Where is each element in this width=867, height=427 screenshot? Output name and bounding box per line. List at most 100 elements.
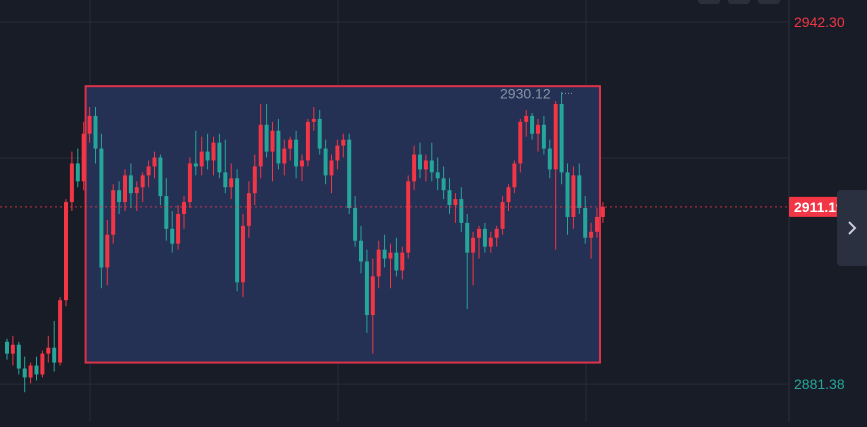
candle[interactable]: [28, 365, 33, 378]
candle[interactable]: [182, 202, 186, 214]
candle[interactable]: [323, 148, 328, 176]
candle[interactable]: [10, 344, 15, 354]
candle[interactable]: [93, 115, 98, 149]
candle[interactable]: [530, 115, 535, 134]
candle[interactable]: [300, 160, 304, 167]
candle[interactable]: [359, 240, 363, 262]
candle[interactable]: [595, 216, 599, 232]
candle[interactable]: [99, 148, 104, 268]
candle[interactable]: [376, 249, 381, 277]
candle[interactable]: [235, 178, 240, 283]
toolbar-button-2[interactable]: [728, 0, 750, 4]
candle[interactable]: [477, 228, 481, 238]
candle[interactable]: [311, 118, 316, 122]
candle[interactable]: [40, 353, 45, 375]
candle[interactable]: [16, 344, 21, 369]
candle[interactable]: [294, 139, 299, 167]
range-box[interactable]: [84, 85, 602, 364]
candle[interactable]: [229, 178, 234, 188]
toolbar-button-3[interactable]: [758, 0, 780, 4]
candle[interactable]: [158, 157, 163, 197]
candle[interactable]: [482, 228, 487, 247]
candle[interactable]: [494, 228, 499, 238]
candle[interactable]: [571, 175, 576, 217]
candle[interactable]: [547, 148, 552, 170]
candle[interactable]: [152, 157, 157, 167]
candle[interactable]: [176, 213, 181, 244]
candle[interactable]: [441, 178, 446, 191]
candle[interactable]: [305, 121, 310, 161]
candle[interactable]: [329, 160, 334, 176]
candle[interactable]: [559, 104, 564, 173]
candle[interactable]: [524, 115, 529, 122]
candle[interactable]: [423, 160, 428, 170]
candle[interactable]: [105, 234, 110, 268]
candle[interactable]: [506, 187, 511, 203]
candle[interactable]: [600, 206, 605, 217]
candle[interactable]: [193, 163, 198, 167]
candle[interactable]: [69, 163, 74, 203]
candle[interactable]: [187, 163, 192, 203]
candle[interactable]: [400, 252, 405, 271]
candle[interactable]: [46, 347, 51, 354]
candle[interactable]: [394, 252, 399, 271]
candle[interactable]: [288, 139, 293, 149]
candle[interactable]: [87, 115, 92, 134]
candle[interactable]: [317, 118, 322, 149]
candle[interactable]: [64, 202, 68, 301]
candle[interactable]: [518, 121, 523, 164]
candle[interactable]: [429, 160, 434, 173]
candle[interactable]: [223, 172, 228, 188]
candle[interactable]: [128, 175, 133, 194]
candle[interactable]: [282, 148, 287, 164]
candle[interactable]: [447, 190, 452, 206]
toolbar-button-1[interactable]: [698, 0, 720, 4]
candle[interactable]: [453, 199, 458, 206]
candle[interactable]: [252, 166, 257, 194]
candle[interactable]: [217, 142, 222, 173]
candle[interactable]: [536, 124, 540, 134]
candle[interactable]: [81, 133, 86, 182]
candle[interactable]: [276, 130, 281, 164]
candle[interactable]: [370, 276, 375, 316]
candle[interactable]: [241, 225, 245, 283]
candle[interactable]: [246, 193, 251, 226]
candle[interactable]: [123, 175, 127, 203]
candle[interactable]: [199, 151, 204, 167]
candle[interactable]: [117, 190, 122, 203]
candle[interactable]: [553, 104, 558, 170]
candle[interactable]: [471, 237, 476, 253]
candle[interactable]: [341, 139, 346, 146]
candle[interactable]: [211, 142, 216, 161]
candle[interactable]: [500, 202, 505, 229]
candle[interactable]: [111, 190, 116, 235]
candle[interactable]: [512, 163, 517, 188]
candle[interactable]: [465, 222, 470, 253]
candle[interactable]: [170, 228, 175, 244]
candle[interactable]: [418, 154, 422, 170]
candle[interactable]: [140, 175, 145, 188]
candle[interactable]: [335, 145, 340, 161]
candle[interactable]: [382, 249, 387, 259]
candle[interactable]: [164, 196, 169, 229]
candle[interactable]: [459, 199, 464, 223]
candle[interactable]: [488, 237, 493, 247]
candle[interactable]: [146, 166, 151, 176]
candle[interactable]: [75, 163, 80, 182]
candle[interactable]: [347, 139, 352, 209]
candle[interactable]: [583, 208, 588, 238]
candle[interactable]: [270, 130, 275, 152]
candle[interactable]: [589, 231, 594, 238]
candle[interactable]: [435, 172, 440, 179]
candle[interactable]: [134, 187, 139, 194]
candle[interactable]: [541, 124, 546, 149]
candle[interactable]: [388, 252, 393, 259]
candle[interactable]: [353, 208, 358, 241]
candle[interactable]: [58, 300, 63, 363]
candle[interactable]: [22, 368, 27, 378]
candle[interactable]: [264, 124, 269, 152]
candle[interactable]: [52, 347, 57, 363]
candle[interactable]: [412, 154, 417, 182]
candle[interactable]: [364, 261, 369, 316]
